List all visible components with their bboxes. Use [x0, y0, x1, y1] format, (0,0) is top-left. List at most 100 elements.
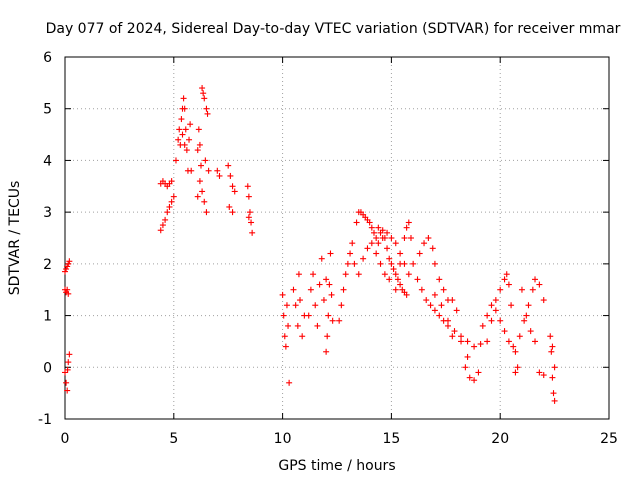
data-point	[283, 302, 290, 309]
data-point	[547, 333, 554, 340]
data-point	[397, 250, 404, 257]
data-point	[370, 229, 377, 236]
data-point	[336, 317, 343, 324]
data-point	[497, 286, 504, 293]
data-point	[384, 229, 391, 236]
data-point	[353, 219, 360, 226]
data-point	[379, 235, 386, 241]
data-point	[453, 307, 460, 314]
y-tick-label: 5	[43, 102, 52, 118]
data-point	[342, 271, 349, 278]
data-point	[204, 110, 211, 117]
data-point	[550, 390, 557, 397]
data-point	[194, 147, 201, 154]
data-point	[188, 167, 195, 174]
data-point	[166, 203, 173, 210]
data-point	[416, 250, 423, 257]
data-point	[249, 229, 256, 236]
data-point	[312, 302, 319, 309]
data-point	[281, 333, 288, 340]
data-point	[375, 224, 382, 231]
data-point	[157, 227, 164, 234]
data-point	[449, 297, 456, 304]
grid-layer	[65, 57, 609, 419]
data-point	[65, 260, 72, 267]
data-point	[532, 338, 539, 345]
data-point	[201, 95, 208, 102]
y-tick-label: 0	[43, 360, 52, 376]
data-point	[178, 116, 185, 123]
data-point	[436, 276, 443, 283]
data-point	[62, 369, 68, 376]
data-point	[64, 387, 71, 394]
data-point	[392, 240, 399, 247]
data-point	[477, 341, 484, 348]
data-point	[231, 188, 238, 195]
data-point	[366, 219, 373, 226]
data-point	[246, 209, 253, 216]
data-point	[423, 297, 430, 304]
data-point	[458, 333, 465, 340]
data-point	[479, 322, 486, 329]
data-point	[438, 302, 445, 309]
x-axis-label: GPS time / hours	[278, 458, 395, 474]
data-point	[355, 271, 362, 278]
data-point	[202, 157, 209, 164]
data-point	[464, 338, 471, 345]
data-point	[381, 271, 388, 278]
data-point	[488, 302, 495, 309]
data-point	[205, 167, 212, 174]
data-point	[180, 95, 187, 102]
data-point	[64, 263, 71, 270]
data-point	[294, 322, 301, 329]
y-tick-label: 4	[43, 153, 52, 169]
data-point	[403, 291, 410, 298]
data-point	[471, 343, 478, 350]
data-point	[162, 216, 169, 223]
data-point	[492, 307, 499, 314]
data-point	[229, 209, 236, 216]
data-point	[175, 136, 182, 143]
data-point	[536, 369, 543, 376]
data-point	[475, 369, 482, 376]
data-point	[66, 258, 73, 265]
data-point	[551, 397, 558, 404]
data-point	[386, 255, 393, 262]
data-point	[183, 147, 190, 154]
x-tick-label: 10	[274, 431, 292, 447]
data-point	[521, 317, 528, 324]
data-point	[525, 302, 532, 309]
data-point	[540, 372, 547, 379]
data-point	[307, 286, 314, 293]
data-point	[196, 141, 203, 148]
data-point	[199, 85, 206, 92]
data-point	[516, 333, 523, 340]
data-point	[421, 240, 428, 247]
data-point	[462, 364, 469, 371]
data-point	[488, 317, 495, 324]
data-point	[196, 178, 203, 185]
data-point	[425, 235, 432, 241]
data-point	[282, 343, 289, 350]
data-point	[325, 312, 332, 319]
data-point	[200, 90, 207, 97]
data-point	[320, 297, 327, 304]
x-tick-label: 20	[491, 431, 509, 447]
data-point	[225, 162, 232, 169]
data-point	[377, 260, 384, 267]
y-axis-label: SDTVAR / TECUs	[7, 181, 23, 296]
data-point	[373, 250, 380, 257]
data-point	[471, 377, 478, 384]
data-point	[199, 188, 206, 195]
data-point	[405, 271, 412, 278]
x-tick-label: 5	[169, 431, 178, 447]
data-point	[310, 271, 317, 278]
data-point	[290, 286, 297, 293]
data-point	[168, 198, 175, 205]
data-point	[179, 131, 186, 138]
data-point	[397, 281, 404, 288]
data-point	[532, 276, 539, 283]
y-tick-label: 3	[43, 205, 52, 221]
data-point	[66, 351, 73, 358]
data-point	[512, 348, 519, 355]
